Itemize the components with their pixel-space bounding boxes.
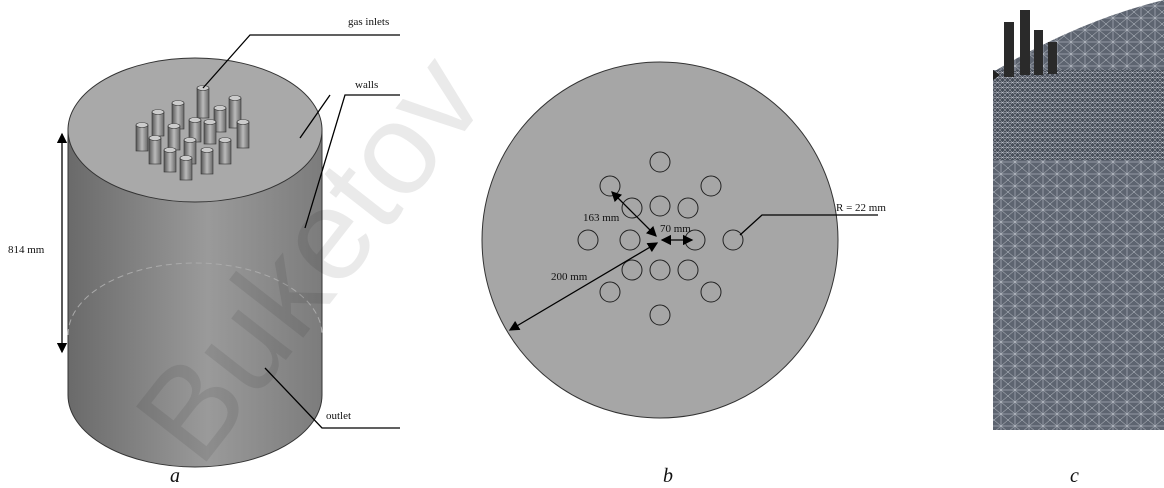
pipe-top bbox=[171, 100, 185, 106]
caption: b bbox=[663, 465, 673, 487]
pipe-top bbox=[188, 117, 202, 123]
pipe-top bbox=[203, 119, 217, 125]
panel-c: c bbox=[993, 0, 1164, 487]
leader bbox=[202, 34, 400, 89]
mesh bbox=[993, 0, 1164, 430]
pipe bbox=[1020, 10, 1030, 75]
inlet-pipes bbox=[135, 85, 250, 181]
pipe-top bbox=[218, 137, 232, 143]
gas-inlets-label: gas inlets bbox=[348, 16, 389, 28]
pipe bbox=[148, 137, 162, 165]
pipe-top bbox=[135, 122, 149, 128]
pipe-top bbox=[213, 105, 227, 111]
hole bbox=[677, 259, 699, 281]
hole-radius-label: R = 22 mm bbox=[836, 202, 886, 214]
pitch-inner-label: 70 mm bbox=[660, 223, 691, 235]
caption: a bbox=[170, 465, 180, 487]
panel-b: 163 mm 70 mm 200 mm R = 22 mm b bbox=[481, 61, 886, 487]
pipe-top bbox=[200, 147, 214, 153]
pipe-top bbox=[167, 123, 181, 129]
caption: c bbox=[1070, 465, 1079, 487]
pipe-top bbox=[183, 137, 197, 143]
pipe-top bbox=[179, 155, 193, 161]
height-label: 814 mm bbox=[8, 244, 45, 256]
pipe bbox=[135, 124, 149, 152]
pipe bbox=[179, 157, 193, 181]
panel-a: 814 mm gas inlets walls outlet a bbox=[8, 16, 400, 487]
outlet-label: outlet bbox=[326, 410, 351, 422]
hole bbox=[700, 281, 722, 303]
pipe bbox=[203, 121, 217, 145]
pipe bbox=[163, 149, 177, 173]
pipe-top bbox=[148, 135, 162, 141]
pipe bbox=[151, 111, 165, 137]
hole bbox=[599, 175, 621, 197]
hole bbox=[722, 229, 744, 251]
cylinder-body bbox=[67, 129, 323, 468]
pipe bbox=[1048, 42, 1057, 74]
pitch-arrow bbox=[611, 191, 657, 237]
pipe bbox=[1034, 30, 1043, 75]
leader bbox=[739, 214, 878, 236]
pipe bbox=[218, 139, 232, 165]
mesh-fine bbox=[993, 70, 1164, 160]
hole bbox=[700, 175, 722, 197]
pitch-outer-label: 163 mm bbox=[583, 212, 620, 224]
top-view bbox=[481, 61, 839, 419]
pipe-top bbox=[228, 95, 242, 101]
pipe bbox=[200, 149, 214, 175]
hole bbox=[677, 197, 699, 219]
pipe bbox=[167, 125, 181, 151]
hole bbox=[649, 151, 671, 173]
leader bbox=[299, 94, 400, 229]
pipe bbox=[196, 87, 210, 119]
walls-label: walls bbox=[355, 79, 378, 91]
leader bbox=[264, 367, 400, 429]
pipe-top bbox=[151, 109, 165, 115]
pipe bbox=[1004, 22, 1014, 77]
radius-label: 200 mm bbox=[551, 271, 588, 283]
radius-arrow bbox=[508, 242, 659, 331]
pipe-top bbox=[236, 119, 250, 125]
pipe-top bbox=[163, 147, 177, 153]
pipe bbox=[236, 121, 250, 149]
hidden-edge bbox=[67, 262, 323, 336]
